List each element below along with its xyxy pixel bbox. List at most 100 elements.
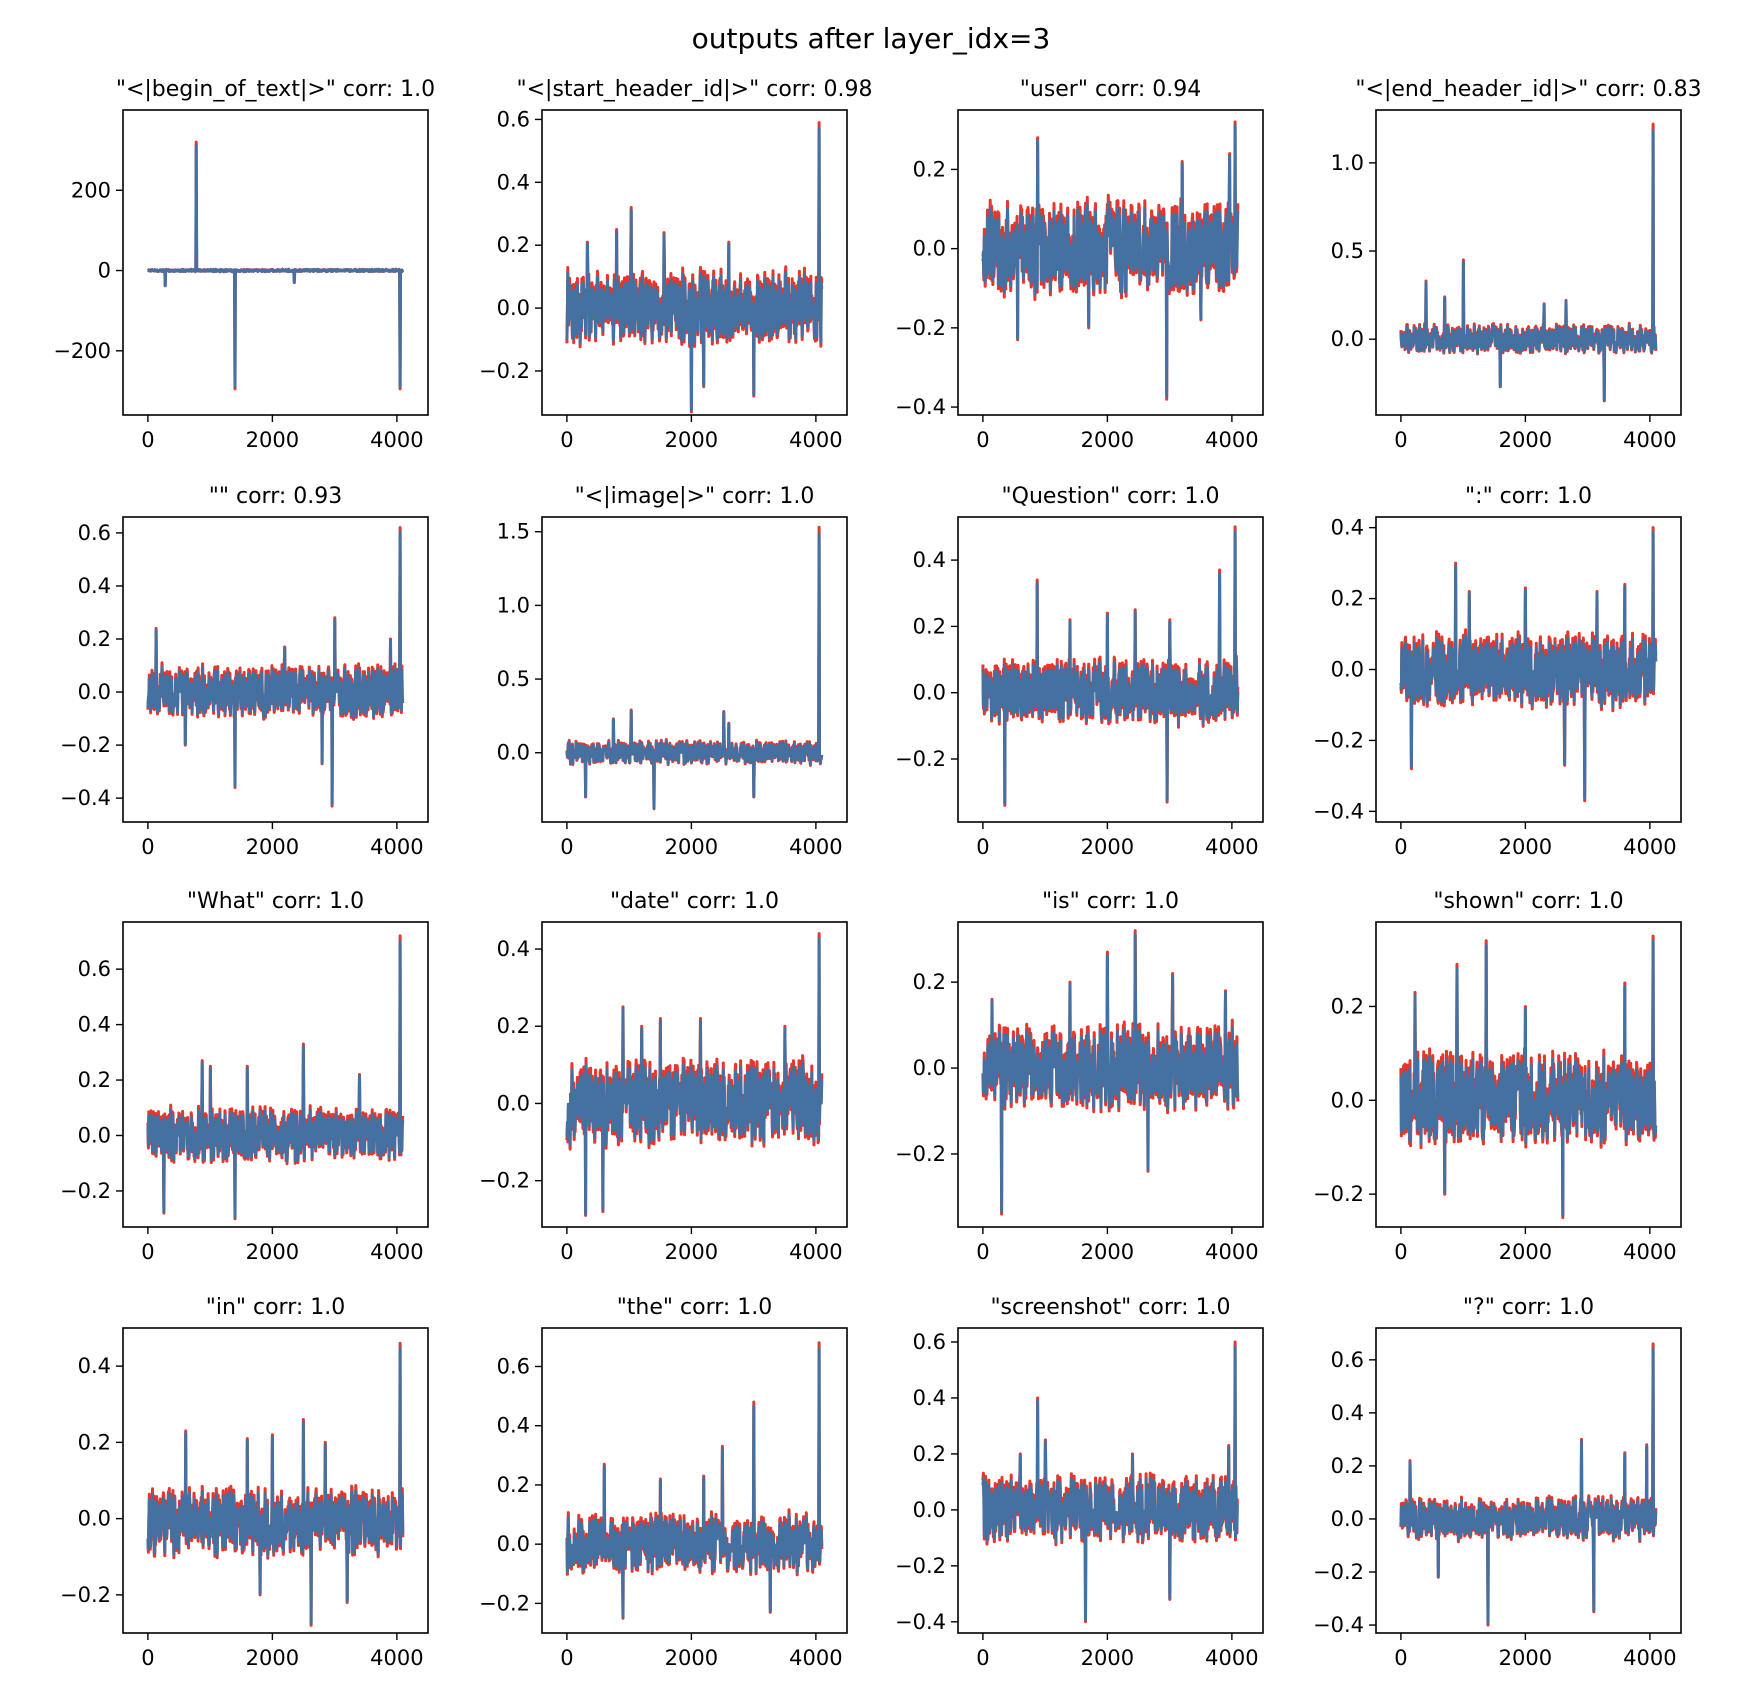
x-tick-label: 0 [976, 1646, 989, 1670]
y-tick-label: 0.0 [497, 296, 530, 320]
x-tick-label: 2000 [665, 428, 718, 452]
series-blue-line [565, 937, 824, 1215]
series-blue-line [981, 530, 1240, 805]
series-group [981, 525, 1240, 807]
axes-frame [957, 109, 1264, 416]
subplot-14: "the" corr: 1.0 0 2000 4000 −0.2 0.0 0.2 0.4 0.6 [479, 1295, 848, 1670]
x-tick-label: 0 [141, 428, 154, 452]
x-tick-label: 2000 [1499, 428, 1552, 452]
y-tick-label: 0 [98, 259, 111, 283]
series-group [1399, 934, 1658, 1220]
subplot-title: "date" corr: 1.0 [610, 889, 779, 914]
axes-frame [1375, 109, 1682, 416]
series-red-line [1399, 122, 1658, 403]
x-tick-label: 0 [976, 428, 989, 452]
series-group [565, 932, 824, 1217]
x-tick-label: 4000 [789, 428, 842, 452]
y-tick-label: 0.0 [1331, 1088, 1364, 1112]
x-tick-label: 2000 [1499, 1646, 1552, 1670]
subplot-title: "in" corr: 1.0 [206, 1295, 346, 1320]
subplot-grid: "<|begin_of_text|>" corr: 1.00 2000 4000−2… [53, 77, 1701, 1670]
x-tick-label: 4000 [370, 1240, 423, 1264]
subplot-title: "" corr: 0.93 [209, 484, 343, 509]
x-tick-label: 0 [1394, 835, 1407, 859]
y-tick-label: 0.6 [497, 1354, 530, 1378]
series-blue-line [1399, 939, 1658, 1217]
y-tick-label: 0.6 [497, 107, 530, 131]
axes-frame [541, 516, 848, 823]
axes-frame [122, 1327, 429, 1634]
x-tick-label: 2000 [246, 428, 299, 452]
series-blue-line [565, 126, 824, 412]
axes-frame [957, 1327, 1264, 1634]
y-tick-label: 0.5 [1331, 239, 1364, 263]
y-tick-label: 0.0 [78, 680, 111, 704]
subplot-title: "?" corr: 1.0 [1463, 1295, 1594, 1320]
y-tick-label: 0.2 [497, 1014, 530, 1038]
x-tick-label: 4000 [1205, 428, 1258, 452]
subplot-title: "Question" corr: 1.0 [1002, 484, 1220, 509]
y-tick-label: 0.0 [913, 237, 946, 261]
y-tick-label: −200 [53, 339, 111, 363]
series-group [565, 121, 824, 414]
series-blue-line [981, 124, 1240, 398]
y-tick-label: −0.4 [1313, 1613, 1364, 1637]
y-tick-label: 0.0 [497, 1532, 530, 1556]
y-tick-label: 0.2 [78, 1430, 111, 1454]
series-blue-line [1399, 1347, 1658, 1625]
x-tick-label: 0 [1394, 1240, 1407, 1264]
series-blue-line [1399, 530, 1658, 800]
x-tick-label: 2000 [246, 1240, 299, 1264]
series-blue-line [981, 933, 1240, 1213]
y-tick-label: 0.6 [913, 1330, 946, 1354]
x-tick-label: 0 [1394, 428, 1407, 452]
subplot-1: "<|begin_of_text|>" corr: 1.00 2000 4000−2… [53, 77, 435, 452]
y-tick-label: −0.2 [895, 747, 946, 771]
x-tick-label: 0 [976, 1240, 989, 1264]
y-tick-label: 0.0 [1331, 1507, 1364, 1531]
x-tick-label: 4000 [370, 428, 423, 452]
y-tick-label: 1.0 [497, 593, 530, 617]
subplot-11: "is" corr: 1.0 0 2000 4000 −0.2 0.0 0.2 [895, 889, 1264, 1264]
subplot-6: "<|image|>" corr: 1.0 0 2000 4000 0.0 0.5 1.0 1… [497, 484, 848, 859]
y-tick-label: 0.4 [78, 574, 111, 598]
y-tick-label: 0.0 [913, 681, 946, 705]
x-tick-label: 0 [560, 428, 573, 452]
y-tick-label: 0.0 [1331, 327, 1364, 351]
y-tick-label: −0.4 [895, 1610, 946, 1634]
y-tick-label: 0.2 [1331, 994, 1364, 1018]
y-tick-label: −0.2 [60, 1583, 111, 1607]
subplot-9: "What" corr: 1.0 0 2000 4000 −0.2 0.0 0.2 0.4 0.… [60, 889, 429, 1264]
subplot-2: "<|start_header_id|>" corr: 0.98 0 2000 400… [479, 77, 873, 452]
series-group [1399, 122, 1658, 403]
x-tick-label: 2000 [665, 1646, 718, 1670]
series-group [565, 525, 824, 811]
series-red-line [565, 525, 824, 811]
x-tick-label: 0 [560, 835, 573, 859]
series-red-line [146, 934, 405, 1221]
y-tick-label: 200 [71, 178, 111, 202]
axes-frame [957, 921, 1264, 1228]
y-tick-label: 0.0 [497, 741, 530, 765]
x-tick-label: 2000 [1081, 1646, 1134, 1670]
x-tick-label: 2000 [1499, 1240, 1552, 1264]
series-blue-line [146, 144, 405, 388]
subplot-10: "date" corr: 1.0 0 2000 4000 −0.2 0.0 0.2 0.4 [479, 889, 848, 1264]
y-tick-label: 0.2 [1331, 587, 1364, 611]
y-tick-label: 0.2 [78, 627, 111, 651]
y-tick-label: 0.0 [1331, 658, 1364, 682]
subplot-3: "user" corr: 0.94 0 2000 4000 −0.4 −0.2 0.0 0.2 [895, 77, 1264, 452]
series-group [981, 1340, 1239, 1624]
subplot-title: "<|begin_of_text|>" corr: 1.0 [116, 77, 435, 102]
series-group [565, 1341, 824, 1620]
y-tick-label: 0.2 [913, 970, 946, 994]
y-tick-label: 0.0 [913, 1498, 946, 1522]
subplot-title: "<|end_header_id|>" corr: 0.83 [1355, 77, 1701, 102]
x-tick-label: 4000 [1623, 835, 1676, 859]
x-tick-label: 0 [1394, 1646, 1407, 1670]
axes-frame [122, 921, 429, 1228]
series-red-line [146, 526, 405, 808]
series-group [1399, 1342, 1658, 1627]
series-blue-line [981, 1345, 1239, 1622]
